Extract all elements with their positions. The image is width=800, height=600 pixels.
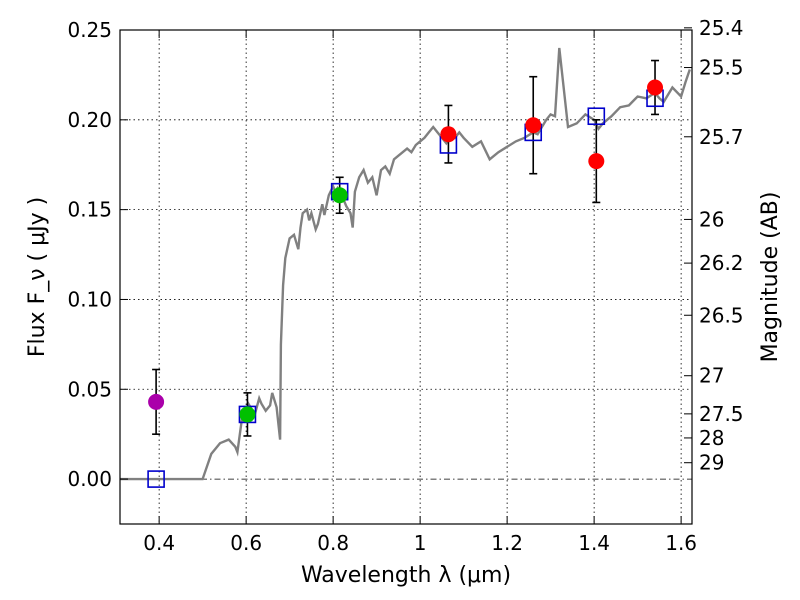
- y-tick-label: 0.20: [67, 108, 112, 132]
- x-tick-label: 1.6: [665, 531, 697, 555]
- right-tick-label: 25.5: [699, 56, 744, 80]
- x-axis-label: Wavelength λ (μm): [301, 563, 511, 588]
- right-tick-label: 26.5: [699, 303, 744, 327]
- observed-flux-point: [331, 187, 348, 204]
- axis-ticks: [120, 27, 692, 524]
- observed-flux-point: [148, 393, 165, 410]
- right-tick-label: 26.2: [699, 251, 744, 275]
- x-tick-label: 0.4: [143, 531, 175, 555]
- right-tick-label: 27: [699, 364, 724, 388]
- y-tick-label: 0.10: [67, 287, 112, 311]
- model-photometry-square: [147, 470, 165, 488]
- x-tick-label: 0.6: [230, 531, 262, 555]
- observed-photometry-points: [148, 79, 664, 423]
- x-tick-label: 1.2: [491, 531, 523, 555]
- right-tick-label: 25.4: [699, 16, 744, 40]
- grid-lines: [120, 29, 692, 524]
- observed-flux-point: [588, 153, 605, 170]
- x-tick-label: 1.4: [578, 531, 610, 555]
- right-tick-label: 26: [699, 207, 724, 231]
- observed-flux-point: [525, 117, 542, 134]
- observed-flux-point: [647, 79, 664, 96]
- right-tick-label: 29: [699, 451, 724, 475]
- right-tick-label: 25.7: [699, 125, 744, 149]
- model-photometry-square: [587, 107, 606, 126]
- right-axis-label: Magnitude (AB): [758, 192, 783, 363]
- x-tick-label: 0.8: [317, 531, 349, 555]
- y-axis-label: Flux F_ν ( μJy ): [25, 197, 50, 357]
- observed-flux-point: [239, 406, 256, 423]
- y-tick-label: 0.25: [67, 18, 112, 42]
- observed-flux-point: [440, 126, 457, 143]
- y-tick-label: 0.15: [67, 198, 112, 222]
- right-tick-label: 28: [699, 426, 724, 450]
- plot-frame: [119, 29, 693, 525]
- right-tick-label: 27.5: [699, 402, 744, 426]
- model-spectrum-line: [120, 47, 691, 481]
- y-tick-label: 0.05: [67, 377, 112, 401]
- x-tick-label: 1: [414, 531, 427, 555]
- y-tick-label: 0.00: [67, 467, 112, 491]
